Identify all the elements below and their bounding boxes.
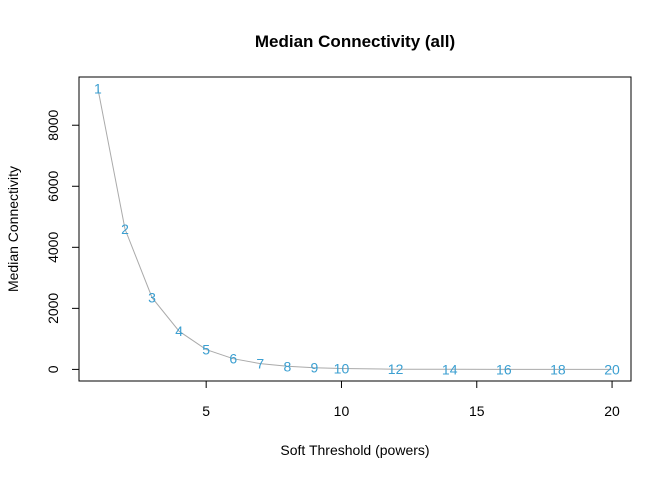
point-label: 8 bbox=[283, 358, 291, 374]
point-label: 7 bbox=[256, 356, 264, 372]
y-tick-label: 6000 bbox=[45, 170, 61, 201]
x-axis: 5 10 15 20 bbox=[202, 380, 620, 419]
point-label: 20 bbox=[604, 361, 620, 377]
y-tick-label: 4000 bbox=[45, 232, 61, 263]
chart-title: Median Connectivity (all) bbox=[255, 32, 455, 51]
point-label: 6 bbox=[229, 351, 237, 367]
y-axis-label: Median Connectivity bbox=[5, 166, 21, 292]
point-label: 4 bbox=[175, 323, 183, 339]
y-tick-label: 8000 bbox=[45, 109, 61, 140]
point-label: 3 bbox=[148, 290, 156, 306]
x-tick-label: 20 bbox=[604, 403, 620, 419]
point-label: 5 bbox=[202, 342, 210, 358]
x-tick-label: 15 bbox=[469, 403, 485, 419]
series-line bbox=[97, 88, 613, 370]
point-label: 14 bbox=[442, 361, 458, 377]
point-label: 18 bbox=[550, 361, 566, 377]
x-tick-label: 10 bbox=[334, 403, 350, 419]
point-label: 12 bbox=[388, 361, 404, 377]
y-tick-label: 2000 bbox=[45, 293, 61, 324]
y-tick-label: 0 bbox=[45, 365, 61, 373]
point-label: 2 bbox=[121, 221, 129, 237]
point-label: 9 bbox=[311, 360, 319, 376]
x-axis-label: Soft Threshold (powers) bbox=[280, 442, 429, 458]
point-label: 1 bbox=[94, 81, 102, 97]
point-label: 16 bbox=[496, 361, 512, 377]
x-tick-label: 5 bbox=[202, 403, 210, 419]
point-label: 10 bbox=[334, 360, 350, 376]
plot-frame bbox=[78, 76, 632, 382]
y-axis: 0 2000 4000 6000 8000 bbox=[45, 109, 80, 373]
